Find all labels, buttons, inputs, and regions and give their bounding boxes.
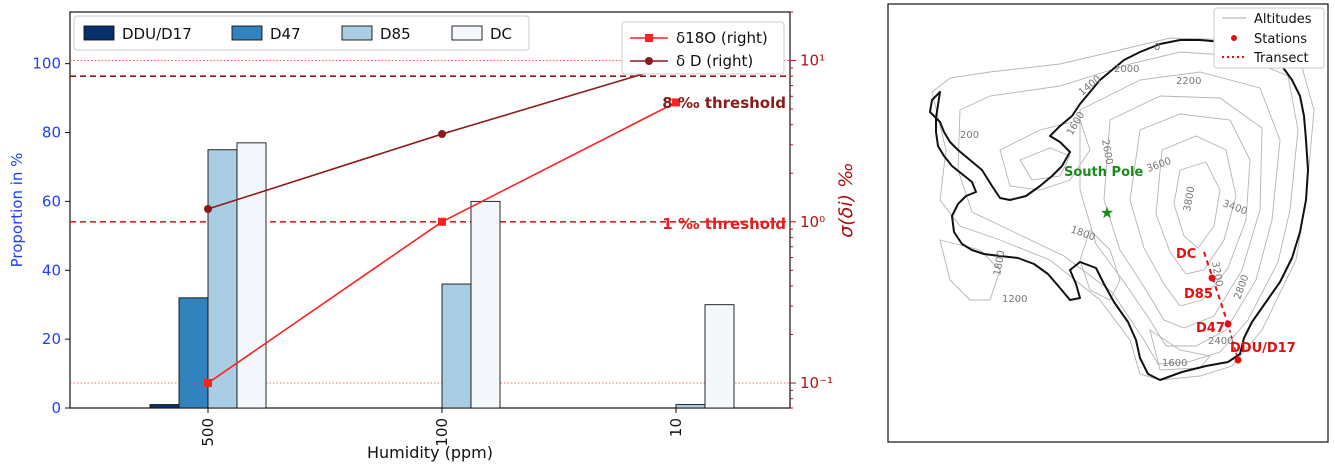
bar-legend: DDU/D17 D47 D85 DC [73, 15, 530, 51]
south-pole-label: South Pole [1064, 165, 1143, 180]
line-legend-label-0: δ18O (right) [676, 29, 768, 47]
legend-swatch-0 [83, 25, 115, 41]
bar-dc-10 [704, 304, 735, 409]
line-legend: δ18O (right) δ D (right) [621, 21, 785, 75]
y2-tick-label-2: 10¹ [800, 52, 825, 70]
line-0-point-2 [672, 98, 680, 107]
y-tick-label-4: 80 [42, 124, 61, 142]
legend-stations: Stations [1254, 32, 1307, 47]
bar-d85-100 [441, 283, 472, 409]
svg-text:2600: 2600 [1099, 139, 1114, 166]
line-0-point-0 [204, 379, 212, 388]
svg-text:1200: 1200 [1002, 294, 1027, 305]
station-d47-marker [1224, 320, 1232, 328]
legend-altitudes: Altitudes [1254, 12, 1312, 27]
map-frame [887, 3, 1329, 443]
legend-label-2: D85 [380, 25, 411, 43]
y-tick-label-1: 20 [42, 330, 61, 348]
line-1-point-0 [204, 205, 212, 214]
line-1-point-1 [438, 130, 446, 139]
station-ddu-marker [1234, 356, 1242, 364]
x-axis-ticks: 500 100 10 [199, 408, 685, 447]
coastline [929, 39, 1309, 381]
bar-d85-500 [207, 149, 238, 409]
bars [149, 142, 735, 409]
right-axis-ticks: 10⁻¹ 10⁰ 10¹ [790, 11, 833, 409]
station-dc-label: DC [1176, 247, 1196, 262]
map-legend: Altitudes Stations Transect [1213, 7, 1325, 69]
bar-d47-500 [178, 297, 209, 409]
threshold-label-1: 1 ‰ threshold [662, 215, 786, 233]
bar-line-chart: 0 20 40 60 80 100 10⁻¹ 10⁰ 10¹ 500 100 10 Proport… [8, 11, 857, 462]
legend-label-1: D47 [270, 25, 301, 43]
bar-ddud17-500 [149, 404, 180, 409]
svg-text:1600: 1600 [1162, 358, 1187, 369]
svg-text:3800: 3800 [1182, 186, 1197, 213]
station-d85-label: D85 [1184, 287, 1213, 302]
bar-dc-100 [470, 200, 501, 409]
legend-swatch-1 [231, 25, 263, 41]
y-tick-label-5: 100 [32, 55, 61, 73]
legend-transect: Transect [1253, 51, 1309, 66]
svg-text:1800: 1800 [992, 250, 1007, 277]
legend-label-3: DC [490, 25, 512, 43]
station-d47-label: D47 [1196, 321, 1225, 336]
left-axis-ticks: 0 20 40 60 80 100 [32, 55, 70, 417]
legend-swatch-2 [341, 25, 373, 41]
legend-label-0: DDU/D17 [122, 25, 192, 43]
threshold-label-8: 8 ‰ threshold [662, 94, 786, 112]
svg-text:2200: 2200 [1176, 76, 1201, 87]
svg-text:0: 0 [1154, 42, 1160, 53]
antarctica-map: 0 2000 2200 1400 1600 2600 3600 3400 380… [887, 3, 1329, 443]
altitude-contours [931, 37, 1315, 381]
line-legend-label-1: δ D (right) [676, 52, 753, 70]
y-tick-label-3: 60 [42, 192, 61, 210]
line-legend-marker-0 [645, 34, 653, 42]
x-tick-label-100: 100 [433, 418, 451, 447]
y2-axis-label: σ(δi) ‰ [835, 162, 857, 237]
transect-line [1203, 251, 1229, 325]
x-tick-label-10: 10 [667, 418, 685, 437]
y-tick-label-0: 0 [51, 399, 61, 417]
legend-swatch-3 [451, 25, 483, 41]
line-0-point-1 [438, 217, 446, 226]
y2-tick-label-1: 10⁰ [800, 213, 825, 231]
bar-dc-500 [236, 142, 267, 409]
y-axis-label: Proportion in % [8, 153, 26, 268]
x-axis-label: Humidity (ppm) [367, 443, 493, 462]
svg-text:200: 200 [960, 130, 979, 141]
station-d85-marker [1208, 274, 1216, 282]
svg-text:2000: 2000 [1114, 64, 1139, 75]
y-tick-label-2: 40 [42, 261, 61, 279]
x-tick-label-500: 500 [199, 418, 217, 447]
svg-text:2400: 2400 [1208, 336, 1233, 347]
south-pole-star-icon: ★ [1100, 203, 1114, 222]
station-ddu-label: DDU/D17 [1230, 341, 1296, 356]
bar-d85-10 [675, 404, 706, 409]
line-legend-marker-1 [645, 57, 653, 65]
y2-tick-label-0: 10⁻¹ [800, 374, 833, 392]
